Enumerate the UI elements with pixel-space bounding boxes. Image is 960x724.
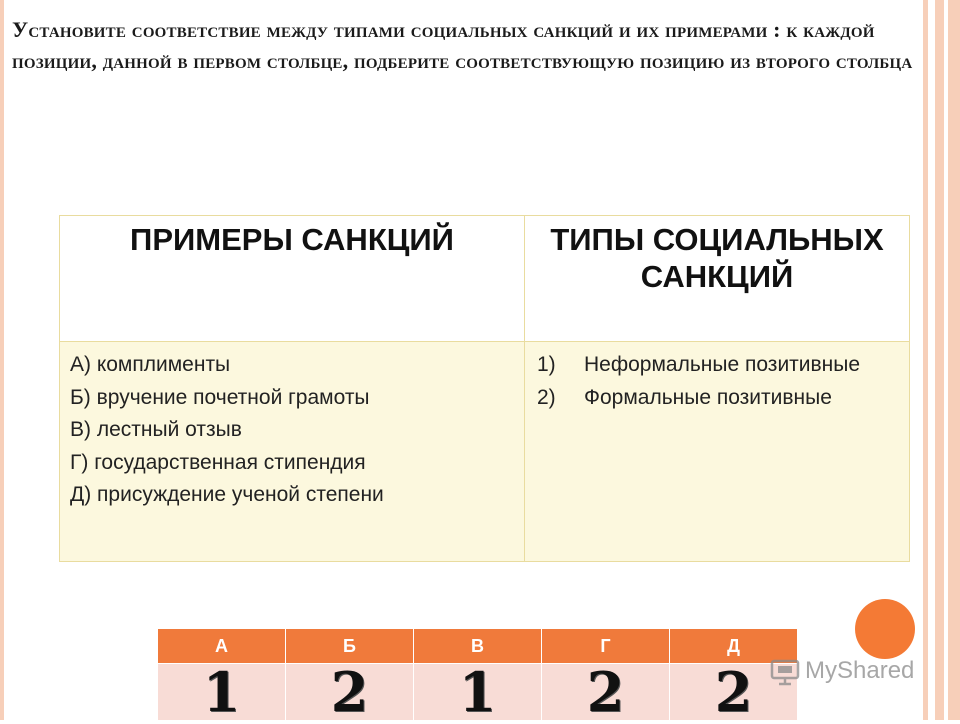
- example-item: Г) государственная стипендия: [70, 450, 366, 474]
- types-list: 1) Неформальные позитивные 2) Формальные…: [537, 349, 909, 414]
- presentation-icon: [770, 659, 800, 686]
- type-item: 1) Неформальные позитивные: [537, 349, 909, 382]
- answer-digit: 2: [541, 663, 670, 721]
- header-types: ТИПЫ СОЦИАЛЬНЫХ САНКЦИЙ: [550, 222, 884, 294]
- watermark: MyShared: [770, 656, 914, 686]
- answer-digit: 2: [669, 663, 798, 721]
- type-number: 1): [537, 353, 556, 376]
- type-text: Неформальные позитивные: [584, 353, 861, 376]
- answer-letter: Б: [285, 628, 414, 664]
- answer-digit: 1: [413, 663, 542, 721]
- header-cell-types: ТИПЫ СОЦИАЛЬНЫХ САНКЦИЙ: [524, 215, 910, 342]
- examples-cell: А) комплименты Б) вручение почетной грам…: [59, 341, 525, 562]
- frame-stripe-right: [948, 0, 960, 720]
- type-item: 2) Формальные позитивные: [537, 382, 909, 415]
- answer-table: А Б В Г Д 1 2 1 2 2: [157, 628, 798, 721]
- frame-stripe-left: [0, 0, 4, 720]
- answer-digit: 1: [157, 663, 286, 721]
- sanctions-table: ПРИМЕРЫ САНКЦИЙ ТИПЫ СОЦИАЛЬНЫХ САНКЦИЙ …: [59, 215, 910, 562]
- answer-letter: Г: [541, 628, 670, 664]
- example-item: Б) вручение почетной грамоты: [70, 385, 370, 409]
- frame-stripe-right: [923, 0, 928, 720]
- answer-digit: 2: [285, 663, 414, 721]
- frame-stripe-right: [935, 0, 944, 720]
- header-cell-examples: ПРИМЕРЫ САНКЦИЙ: [59, 215, 525, 342]
- examples-list: А) комплименты Б) вручение почетной грам…: [70, 349, 524, 512]
- example-item: А) комплименты: [70, 353, 231, 376]
- type-number: 2): [537, 385, 556, 409]
- answer-letter: Д: [669, 628, 798, 664]
- types-cell: 1) Неформальные позитивные 2) Формальные…: [524, 341, 910, 562]
- answer-letter: В: [413, 628, 542, 664]
- answer-letter: А: [157, 628, 286, 664]
- type-text: Формальные позитивные: [584, 385, 832, 409]
- header-examples: ПРИМЕРЫ САНКЦИЙ: [130, 222, 454, 257]
- example-item: В) лестный отзыв: [70, 418, 242, 441]
- watermark-text: MyShared: [805, 657, 915, 684]
- decorative-circle: [855, 599, 915, 659]
- slide-title: Установите соответствие между типами соц…: [12, 17, 913, 73]
- example-item: Д) присуждение ученой степени: [70, 483, 384, 506]
